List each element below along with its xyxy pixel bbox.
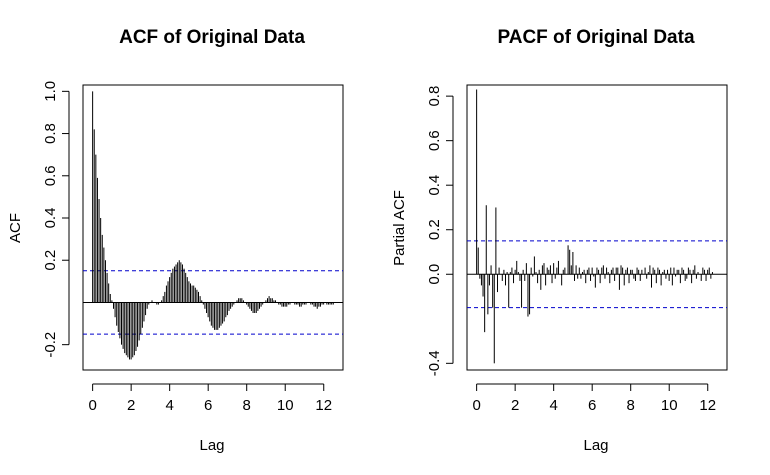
acf-y-axis: -0.2 0.2 0.4 0.6 0.8 1.0 — [42, 81, 70, 358]
acf-x-axis: 0 2 4 6 8 10 12 — [88, 383, 332, 414]
pacf-y-tick-label: -0.4 — [426, 350, 443, 376]
pacf-x-tick-label: 0 — [472, 397, 480, 414]
pacf-title: PACF of Original Data — [497, 27, 694, 48]
acf-x-tick-label: 10 — [277, 397, 294, 414]
acf-plot-frame — [82, 84, 344, 371]
acf-xlabel: Lag — [199, 437, 224, 454]
acf-y-tick-label: 0.4 — [42, 208, 59, 229]
pacf-bars — [476, 89, 713, 364]
acf-y-tick-label: 0.8 — [42, 123, 59, 144]
acf-x-tick-label: 12 — [315, 397, 332, 414]
pacf-x-tick-label: 8 — [627, 397, 635, 414]
acf-x-tick-label: 0 — [88, 397, 96, 414]
acf-x-tick-label: 4 — [165, 397, 173, 414]
acf-y-tick-label: 0.2 — [42, 250, 59, 271]
acf-bars — [92, 91, 334, 360]
pacf-confidence-bands — [467, 240, 727, 309]
pacf-x-tick-label: 4 — [549, 397, 557, 414]
acf-ylabel: ACF — [7, 213, 24, 243]
acf-title: ACF of Original Data — [119, 27, 305, 48]
pacf-y-tick-label: 0.2 — [426, 219, 443, 240]
pacf-xlabel: Lag — [583, 437, 608, 454]
acf-x-tick-label: 6 — [204, 397, 212, 414]
pacf-panel: PACF of Original Data Lag Partial ACF 0 2… — [391, 27, 728, 454]
acf-y-tick-label: 1.0 — [42, 81, 59, 102]
acf-panel: ACF of Original Data Lag ACF 0 2 4 6 8 10 12 -… — [7, 27, 344, 454]
pacf-y-tick-label: 0.0 — [426, 264, 443, 285]
pacf-x-tick-label: 6 — [588, 397, 596, 414]
acf-x-tick-label: 8 — [243, 397, 251, 414]
pacf-x-axis: 0 2 4 6 8 10 12 — [472, 383, 716, 414]
pacf-y-tick-label: 0.4 — [426, 175, 443, 196]
pacf-y-tick-label: 0.6 — [426, 130, 443, 151]
pacf-plot-frame — [466, 84, 728, 371]
pacf-y-tick-label: 0.8 — [426, 86, 443, 107]
pacf-x-tick-label: 12 — [699, 397, 716, 414]
acf-x-tick-label: 2 — [127, 397, 135, 414]
acf-y-tick-label: -0.2 — [42, 332, 59, 358]
acf-y-tick-label: 0.6 — [42, 165, 59, 186]
pacf-x-tick-label: 2 — [511, 397, 519, 414]
pacf-y-axis: -0.4 0.0 0.2 0.4 0.6 0.8 — [426, 86, 454, 376]
pacf-x-tick-label: 10 — [661, 397, 678, 414]
pacf-ylabel: Partial ACF — [391, 190, 408, 266]
